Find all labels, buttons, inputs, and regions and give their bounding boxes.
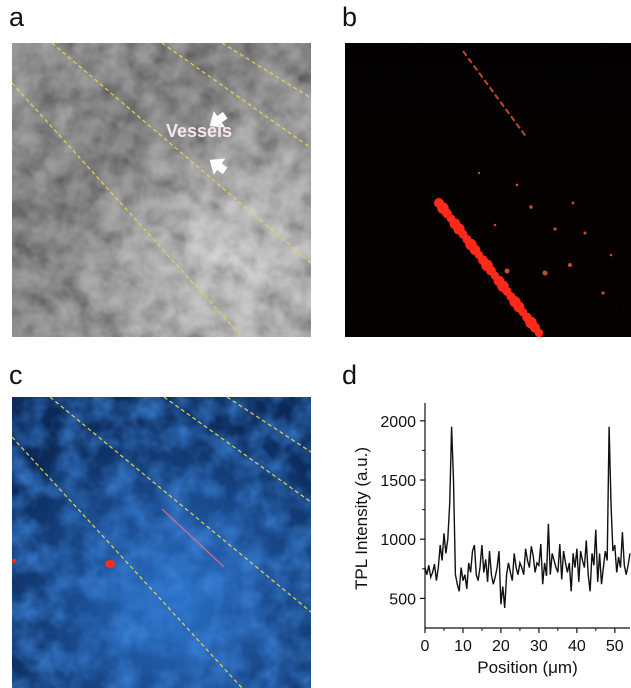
panel-label-a: a [9,2,25,32]
vessel-outline-lines-c [12,397,311,688]
tpl-intensity-line [424,426,631,608]
y-tick-label: 1000 [380,532,416,549]
panel-c-overlay-image [12,397,311,688]
x-tick-label: 50 [606,638,624,655]
panel-label-d: d [342,360,358,390]
faint-vessel-trace [462,50,528,139]
red-cell-streak [434,198,544,337]
panel-label-b: b [342,2,358,32]
y-tick-label: 2000 [380,414,416,431]
arrow-up-icon [209,111,228,128]
x-tick-label: 10 [454,638,472,655]
y-tick-label: 1500 [380,473,416,490]
panel-label-c: c [9,360,23,390]
x-tick-label: 20 [492,638,510,655]
vessels-annotation: Vessels [166,121,233,141]
panel-b-tpl-image [345,43,631,337]
panel-a-micrograph: Vessels [12,43,311,337]
y-axis-label: TPL Intensity (a.u.) [352,447,371,590]
panel-d-chart: 500 1000 1500 2000 0 10 20 30 40 50 Position (μm)… [345,395,631,688]
y-tick-label: 500 [389,591,416,608]
vessel-outline-lines [12,43,311,337]
x-tick-label: 40 [568,638,586,655]
faint-red-streak [161,508,225,568]
scattered-red-dots [477,171,613,295]
x-axis-label: Position (μm) [477,658,577,677]
arrow-down-icon [209,158,228,175]
red-cell-spot [105,560,115,568]
x-tick-label: 0 [421,638,430,655]
x-tick-label: 30 [530,638,548,655]
